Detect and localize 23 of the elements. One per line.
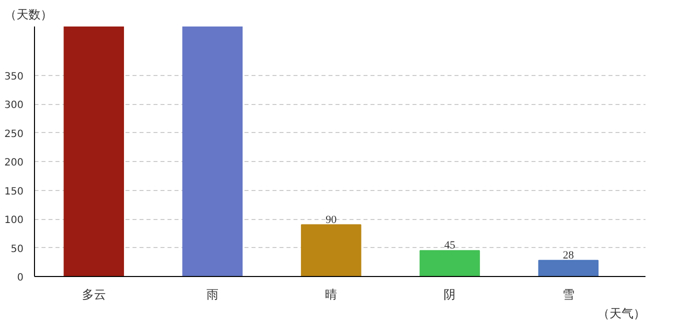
x-tick-label: 晴 — [325, 288, 338, 302]
data-label: 28 — [562, 249, 574, 262]
y-tick-label: 250 — [4, 128, 24, 140]
x-tick-label: 雨 — [206, 288, 218, 302]
bar — [64, 26, 124, 276]
y-tick-label: 0 — [17, 272, 24, 284]
x-tick-label: 雪 — [562, 288, 574, 302]
bar — [300, 224, 362, 276]
y-tick-label: 200 — [4, 158, 24, 169]
x-tick-label: 多云 — [82, 288, 106, 302]
data-label: 45 — [444, 240, 456, 252]
y-tick-label: 150 — [4, 186, 24, 198]
x-axis-title: （天气） — [598, 306, 646, 320]
y-tick-label: 300 — [4, 100, 24, 112]
x-tick-label: 阴 — [444, 288, 456, 302]
y-axis-title: （天数） — [4, 8, 52, 22]
y-tick-label: 50 — [10, 244, 24, 255]
bar — [420, 250, 480, 276]
y-tick-label: 350 — [4, 71, 24, 82]
bar — [182, 26, 243, 276]
data-label: 90 — [326, 214, 338, 226]
y-tick-label: 100 — [4, 215, 24, 226]
bar — [538, 260, 599, 276]
